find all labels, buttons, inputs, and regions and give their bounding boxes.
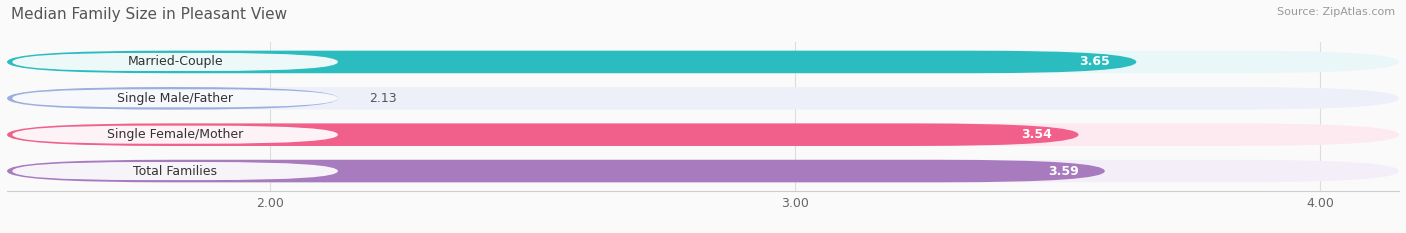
FancyBboxPatch shape bbox=[7, 123, 1399, 146]
FancyBboxPatch shape bbox=[13, 89, 337, 107]
Text: 2.13: 2.13 bbox=[370, 92, 396, 105]
Text: Single Male/Father: Single Male/Father bbox=[117, 92, 233, 105]
Text: 3.65: 3.65 bbox=[1080, 55, 1111, 69]
Text: Total Families: Total Families bbox=[134, 164, 217, 178]
Text: 3.59: 3.59 bbox=[1047, 164, 1078, 178]
FancyBboxPatch shape bbox=[7, 123, 1078, 146]
Text: Median Family Size in Pleasant View: Median Family Size in Pleasant View bbox=[11, 7, 287, 22]
FancyBboxPatch shape bbox=[13, 126, 337, 144]
Text: Married-Couple: Married-Couple bbox=[128, 55, 224, 69]
Text: Source: ZipAtlas.com: Source: ZipAtlas.com bbox=[1277, 7, 1395, 17]
FancyBboxPatch shape bbox=[7, 87, 337, 110]
Text: 3.54: 3.54 bbox=[1021, 128, 1052, 141]
FancyBboxPatch shape bbox=[7, 160, 1399, 182]
FancyBboxPatch shape bbox=[7, 160, 1105, 182]
FancyBboxPatch shape bbox=[7, 87, 1399, 110]
FancyBboxPatch shape bbox=[7, 51, 1136, 73]
FancyBboxPatch shape bbox=[7, 51, 1399, 73]
FancyBboxPatch shape bbox=[13, 162, 337, 180]
Text: Single Female/Mother: Single Female/Mother bbox=[107, 128, 243, 141]
FancyBboxPatch shape bbox=[13, 53, 337, 71]
